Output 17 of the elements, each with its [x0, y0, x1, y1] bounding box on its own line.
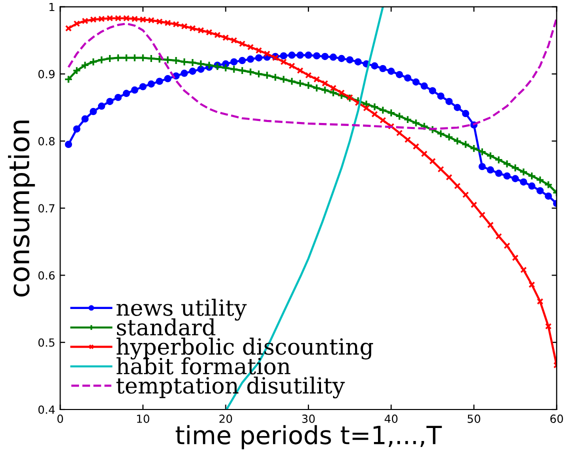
x-tick-label: 10	[137, 414, 150, 423]
x-tick-label: 60	[550, 414, 563, 423]
x-tick-label: 30	[302, 414, 315, 423]
y-tick-label: 0.8	[38, 137, 55, 146]
y-tick-label: 0.9	[38, 70, 55, 78]
x-axis-title: time periods t=1,...,T	[176, 425, 442, 450]
y-tick-label: 0.7	[38, 204, 54, 213]
y-tick-label: 0.6	[38, 271, 55, 280]
y-axis-title: consumption	[8, 120, 35, 297]
x-tick-label: 40	[384, 414, 398, 423]
x-tick-label: 20	[219, 414, 232, 423]
x-tick-label: 50	[468, 414, 480, 423]
x-tick-label: 0	[57, 414, 64, 423]
y-tick-label: 0.5	[38, 338, 54, 347]
y-tick-label: 1	[50, 2, 54, 12]
y-tick-label: 0.4	[38, 405, 55, 414]
legend-label: temptation disutility	[116, 376, 345, 398]
